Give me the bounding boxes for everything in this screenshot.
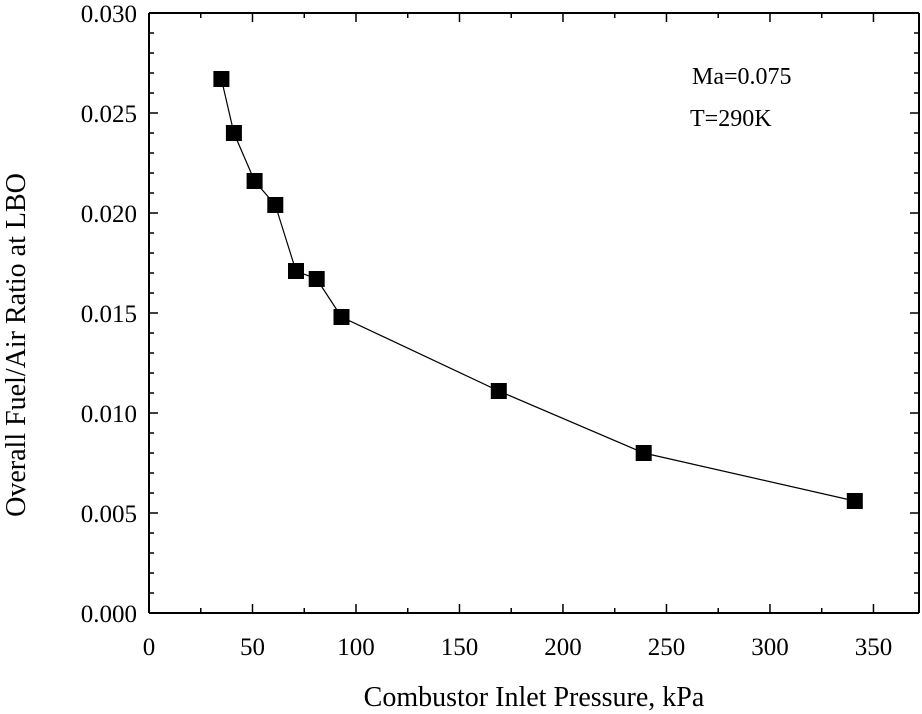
annotation-mach: Ma=0.075 [692,64,792,90]
data-point [225,125,242,141]
y-tick-label: 0.020 [81,201,137,228]
y-tick-label: 0.030 [81,1,137,28]
ticks [148,12,919,614]
y-tick-label: 0.005 [81,501,137,528]
annotation-temperature: T=290K [690,106,772,132]
y-tick-label: 0.000 [81,601,137,628]
y-tick-label: 0.010 [81,401,137,428]
x-tick-label: 150 [441,634,479,661]
data-point [333,309,350,325]
x-axis-title: Combustor Inlet Pressure, kPa [364,682,705,713]
y-axis-title: Overall Fuel/Air Ratio at LBO [1,173,32,517]
data-point [846,493,863,509]
data-point [635,445,652,461]
x-tick-label: 350 [855,634,893,661]
data-point [490,383,507,399]
x-tick-label: 100 [337,634,375,661]
x-tick-label: 250 [648,634,686,661]
x-tick-label: 200 [544,634,582,661]
data-point [246,173,263,189]
axes [148,12,920,614]
x-tick-label: 50 [240,634,265,661]
series [213,71,863,509]
data-point [308,271,325,287]
x-tick-label: 300 [751,634,789,661]
series-line [220,78,855,502]
x-tick-label: 0 [143,634,156,661]
data-point [213,71,230,87]
data-point [267,197,284,213]
data-point [288,263,304,279]
y-tick-label: 0.025 [81,101,137,128]
y-tick-label: 0.015 [81,301,137,328]
tick-labels: 0 50 100 150 200 250 300 350 0.000 0.005 0.010 0.01… [81,1,892,661]
